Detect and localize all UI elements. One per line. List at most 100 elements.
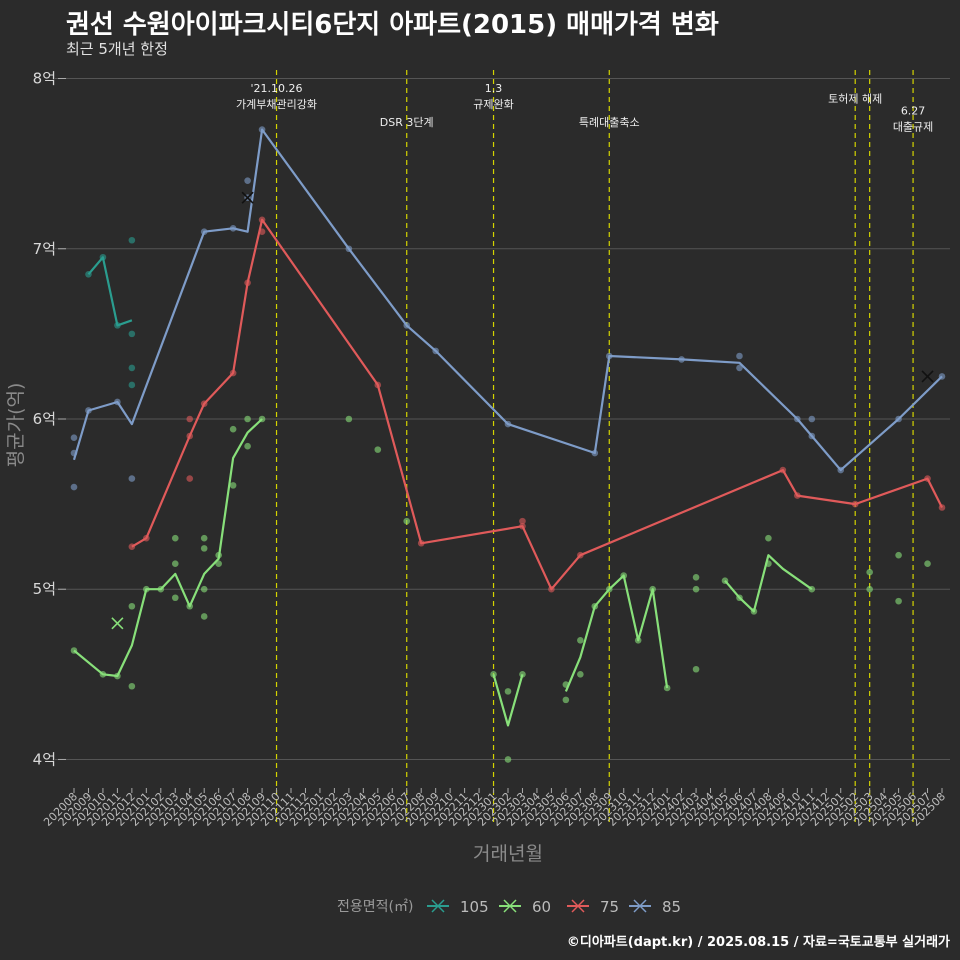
data-point-60 [374,446,382,453]
event-label: '21.10.26 [251,82,303,95]
data-point-60 [200,534,208,542]
data-point-60 [504,688,512,695]
y-tick-label: 4억 [33,750,56,768]
event-label: DSR 3단계 [380,116,434,129]
data-point-75 [244,279,251,287]
data-point-85 [678,356,685,363]
series-points [70,126,946,763]
x-marker [241,191,254,204]
data-point-60 [171,534,179,542]
data-point-60 [200,545,208,552]
data-point-105 [128,364,136,372]
data-point-85 [70,449,78,457]
data-point-60 [721,577,729,585]
data-point-85 [895,415,902,423]
data-point-60 [403,517,411,525]
data-point-60 [244,415,251,423]
data-point-75 [794,492,801,499]
legend-item-75: 75 [567,898,619,916]
data-point-85 [128,475,136,482]
data-point-60 [924,560,931,567]
y-tick-label: 7억 [33,240,56,258]
data-point-60 [215,560,222,567]
data-point-60 [258,415,266,423]
data-point-75 [258,228,266,236]
data-point-60 [750,608,758,615]
data-point-75 [200,400,208,407]
data-point-60 [634,636,642,644]
data-point-60 [171,560,179,567]
data-point-85 [70,483,78,491]
data-point-60 [895,597,902,605]
data-point-60 [504,756,512,763]
data-point-85 [591,449,599,457]
data-point-60 [99,671,107,678]
event-label: 특례대출축소 [579,116,640,129]
data-point-60 [229,482,237,489]
data-point-60 [143,585,150,593]
data-point-75 [519,517,526,525]
data-point-60 [128,602,136,610]
data-point-60 [157,585,165,593]
data-point-60 [692,665,700,673]
event-label: 6.27 [901,104,926,117]
data-point-75 [128,543,136,550]
data-point-85 [229,225,237,232]
data-point-60 [70,647,78,654]
data-point-60 [519,671,526,678]
series-line-60 [73,418,263,678]
data-point-60 [663,684,671,692]
series-line-60 [492,673,524,727]
data-point-60 [215,551,222,559]
data-point-75 [548,585,555,593]
chart-subtitle: 최근 5개년 한정 [66,40,168,58]
data-point-60 [244,442,251,450]
data-point-85 [70,434,78,442]
x-axis-label: 거래년월 [473,843,543,865]
data-point-75 [143,534,150,542]
data-point-85 [794,415,801,423]
data-point-85 [504,420,512,428]
data-point-85 [808,415,816,423]
data-point-60 [200,613,208,620]
data-point-60 [490,671,497,678]
data-point-85 [403,322,411,329]
y-tick-label: 8억 [33,70,56,88]
legend: 전용면적(㎡) 105 60 75 85 [337,898,681,916]
data-point-85 [837,466,845,474]
legend-item-85: 85 [629,898,681,916]
x-marker [921,370,934,383]
data-point-60 [620,572,628,579]
data-point-85 [736,352,743,360]
data-point-60 [866,585,873,593]
data-point-60 [895,551,902,559]
legend-label: 105 [460,898,489,916]
legend-title: 전용면적(㎡) [337,899,413,915]
data-point-105 [128,236,136,244]
data-point-75 [417,539,425,547]
event-label: 가계부채관리강화 [236,98,317,111]
data-point-60 [808,585,816,593]
data-point-105 [128,381,136,389]
event-label: 토허제 해제 [828,91,882,105]
data-point-60 [562,681,570,688]
series-line-75 [131,218,943,591]
legend-label: 60 [532,898,551,916]
y-tick-label: 6억 [33,410,56,428]
data-point-60 [128,682,136,690]
data-point-75 [186,432,194,440]
data-point-60 [692,574,700,581]
y-axis-ticks: 4억 5억 6억 7억 8억 [33,70,66,768]
data-point-60 [866,568,873,576]
data-point-60 [649,585,656,593]
x-marker [111,617,124,630]
y-axis-label: 평균가(억) [5,383,27,468]
event-label: 1.3 [485,82,503,95]
data-point-60 [591,602,599,610]
legend-item-105: 105 [427,898,489,916]
data-point-85 [605,352,613,360]
x-axis-ticks: 2020082020092020102020112020122021012021… [41,788,948,829]
data-point-60 [229,425,237,433]
data-point-85 [736,364,743,372]
